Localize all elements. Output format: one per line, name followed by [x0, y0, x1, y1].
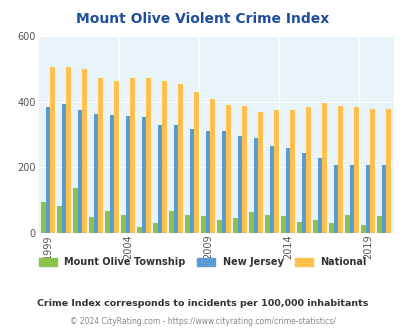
Bar: [381, 165, 386, 233]
Text: Mount Olive Violent Crime Index: Mount Olive Violent Crime Index: [76, 12, 329, 25]
Bar: [258, 112, 262, 233]
Bar: [58, 206, 62, 233]
Bar: [377, 216, 381, 233]
Bar: [274, 110, 278, 233]
Bar: [98, 78, 102, 233]
Bar: [285, 148, 290, 233]
Bar: [317, 158, 322, 233]
Bar: [146, 78, 151, 233]
Bar: [178, 84, 183, 233]
Bar: [126, 116, 130, 233]
Bar: [210, 99, 214, 233]
Bar: [386, 109, 390, 233]
Bar: [297, 222, 301, 233]
Bar: [222, 131, 226, 233]
Bar: [50, 67, 55, 233]
Bar: [242, 106, 246, 233]
Bar: [66, 67, 71, 233]
Bar: [194, 92, 198, 233]
Bar: [185, 214, 190, 233]
Bar: [62, 104, 66, 233]
Bar: [349, 165, 354, 233]
Bar: [233, 218, 237, 233]
Bar: [137, 227, 142, 233]
Bar: [153, 223, 158, 233]
Bar: [162, 81, 166, 233]
Bar: [265, 214, 269, 233]
Bar: [130, 78, 134, 233]
Bar: [237, 136, 242, 233]
Bar: [82, 69, 87, 233]
Bar: [89, 217, 94, 233]
Bar: [73, 188, 78, 233]
Bar: [329, 223, 333, 233]
Bar: [360, 225, 365, 233]
Bar: [201, 216, 205, 233]
Bar: [226, 105, 230, 233]
Bar: [369, 109, 374, 233]
Bar: [205, 131, 210, 233]
Bar: [269, 146, 274, 233]
Bar: [365, 165, 369, 233]
Bar: [217, 220, 222, 233]
Bar: [41, 202, 46, 233]
Bar: [173, 125, 178, 233]
Bar: [301, 153, 306, 233]
Bar: [46, 107, 50, 233]
Bar: [169, 212, 173, 233]
Bar: [105, 212, 110, 233]
Bar: [190, 129, 194, 233]
Bar: [306, 107, 310, 233]
Bar: [354, 107, 358, 233]
Bar: [110, 115, 114, 233]
Bar: [313, 220, 317, 233]
Bar: [114, 81, 119, 233]
Text: Crime Index corresponds to incidents per 100,000 inhabitants: Crime Index corresponds to incidents per…: [37, 299, 368, 308]
Text: © 2024 CityRating.com - https://www.cityrating.com/crime-statistics/: © 2024 CityRating.com - https://www.city…: [70, 317, 335, 326]
Bar: [249, 213, 254, 233]
Bar: [281, 216, 285, 233]
Bar: [290, 110, 294, 233]
Bar: [142, 117, 146, 233]
Bar: [338, 106, 342, 233]
Bar: [345, 214, 349, 233]
Bar: [158, 125, 162, 233]
Legend: Mount Olive Township, New Jersey, National: Mount Olive Township, New Jersey, Nation…: [39, 257, 366, 267]
Bar: [254, 138, 258, 233]
Bar: [333, 165, 338, 233]
Bar: [121, 214, 126, 233]
Bar: [322, 103, 326, 233]
Bar: [94, 114, 98, 233]
Bar: [78, 110, 82, 233]
